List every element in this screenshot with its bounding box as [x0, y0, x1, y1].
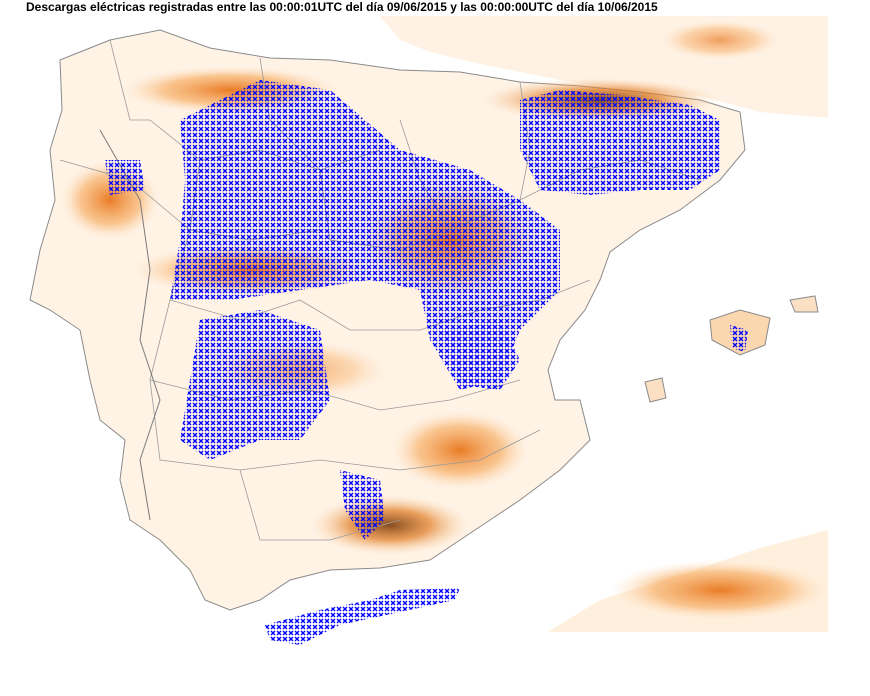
- strikes-south-center: [340, 470, 385, 540]
- portugal-border: [99, 129, 161, 521]
- ibiza-island: [644, 377, 667, 403]
- relief-sierra-nevada: [310, 495, 470, 555]
- strikes-mallorca: [730, 325, 748, 352]
- menorca-island: [789, 295, 819, 313]
- strikes-northwest: [105, 160, 145, 195]
- strikes-central-north: [170, 80, 560, 390]
- lightning-strikes: [105, 80, 748, 645]
- strikes-alboran-sea: [265, 588, 460, 645]
- relief-africa-atlas: [610, 560, 830, 620]
- strikes-east-center: [440, 320, 520, 390]
- relief-betic: [390, 410, 530, 490]
- strikes-pyrenees: [520, 90, 720, 195]
- strikes-west-center: [180, 310, 330, 460]
- relief-massif-central: [660, 20, 780, 60]
- map-title: Descargas eléctricas registradas entre l…: [26, 0, 658, 14]
